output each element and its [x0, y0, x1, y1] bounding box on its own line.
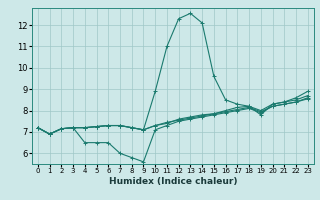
X-axis label: Humidex (Indice chaleur): Humidex (Indice chaleur)	[108, 177, 237, 186]
